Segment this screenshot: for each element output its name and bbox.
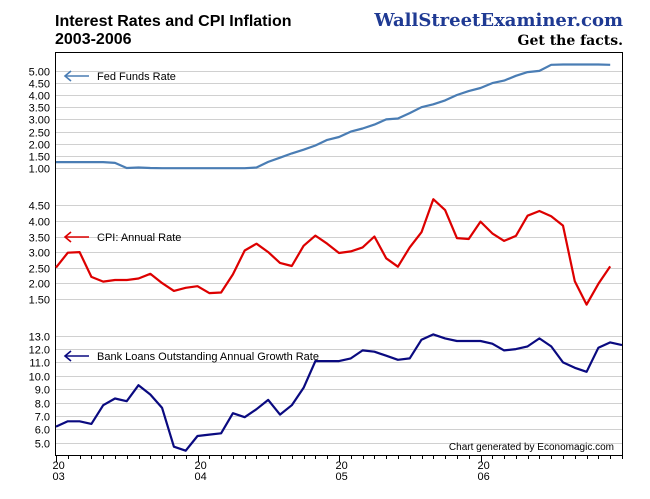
y-tick-label: 3.00: [29, 115, 50, 127]
chart-title-line1: Interest Rates and CPI Inflation: [55, 13, 291, 30]
y-tick-label: 2.50: [29, 264, 50, 276]
chart-title-line2: 2003-2006: [55, 31, 132, 48]
y-tick-label: 5.00: [29, 67, 50, 79]
y-tick-label: 4.00: [29, 217, 50, 229]
x-tick-suffix: 05: [336, 471, 348, 483]
x-tick-suffix: 06: [478, 471, 490, 483]
legend-label: CPI: Annual Rate: [97, 232, 181, 244]
y-tick-label: 1.50: [29, 295, 50, 307]
legend-arrowhead-icon: [63, 231, 72, 243]
y-tick-label: 2.00: [29, 279, 50, 291]
series-line: [56, 63, 611, 170]
y-tick-label: 13.0: [29, 332, 50, 344]
y-tick-label: 6.0: [35, 425, 50, 437]
brand-tagline: Get the facts.: [518, 33, 623, 49]
x-tick-year: 20: [195, 460, 207, 472]
legend-arrowhead-icon: [63, 70, 72, 82]
y-tick-label: 7.0: [35, 412, 50, 424]
series-line: [55, 333, 623, 452]
y-tick-label: 9.0: [35, 385, 50, 397]
chart-credit: Chart generated by Economagic.com: [449, 442, 614, 453]
y-tick-label: 4.00: [29, 91, 50, 103]
series-line: [55, 198, 612, 306]
y-tick-label: 3.50: [29, 233, 50, 245]
legend-label: Bank Loans Outstanding Annual Growth Rat…: [97, 351, 319, 363]
panel-fed-funds: 5.004.504.003.503.002.502.001.501.00 Fed …: [29, 63, 622, 176]
y-tick-label: 4.50: [29, 201, 50, 213]
legend-arrowhead-icon: [63, 350, 72, 362]
y-tick-label: 11.0: [29, 358, 50, 370]
y-tick-label: 3.50: [29, 103, 50, 115]
x-tick-suffix: 04: [195, 471, 207, 483]
y-tick-label: 10.0: [29, 372, 50, 384]
y-tick-label: 2.50: [29, 128, 50, 140]
legend-label: Fed Funds Rate: [97, 71, 176, 83]
x-tick-year: 20: [336, 460, 348, 472]
y-tick-label: 5.0: [35, 439, 50, 451]
x-tick-year: 20: [53, 460, 65, 472]
y-tick-label: 2.00: [29, 140, 50, 152]
y-tick-label: 1.00: [29, 164, 50, 176]
x-tick-suffix: 03: [53, 471, 65, 483]
y-tick-label: 8.0: [35, 399, 50, 411]
panel-cpi: 4.50 4.00 3.50 3.00 2.50 2.00 1.50 CPI: Annual …: [29, 198, 622, 307]
y-tick-label: 1.50: [29, 152, 50, 164]
y-tick-label: 12.0: [29, 345, 50, 357]
brand-logo: WallStreetExaminer.com: [373, 10, 623, 31]
y-tick-label: 4.50: [29, 79, 50, 91]
x-tick-year: 20: [478, 460, 490, 472]
panel-bank-loans: 13.012.011.0 10.09.0 8.07.06.0 5.0 Bank Loan…: [29, 332, 623, 452]
y-tick-label: 3.00: [29, 248, 50, 260]
